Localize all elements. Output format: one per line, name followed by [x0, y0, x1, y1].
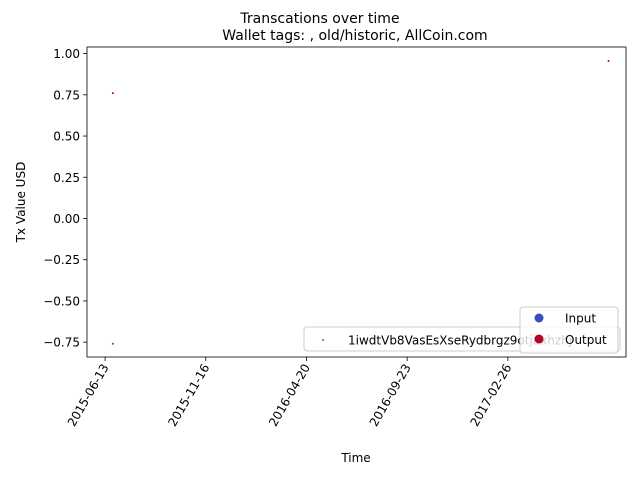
chart-suptitle: Transcations over time: [239, 11, 399, 27]
x-axis-ticks: 2015-06-13 2015-11-16 2016-04-20 2016-09-23…: [65, 357, 514, 429]
legend-io: Input Output: [519, 306, 619, 354]
data-point-output: [607, 60, 610, 63]
y-tick-label: −0.50: [43, 294, 80, 308]
y-tick-label: 0.75: [53, 88, 80, 102]
y-tick-label: −0.25: [43, 253, 80, 267]
data-point-output: [111, 92, 114, 95]
chart-title: Wallet tags: , old/historic, AllCoin.com: [222, 28, 487, 44]
y-tick-label: −0.75: [43, 336, 80, 350]
legend-address-label: 1iwdtVb8VasEsXseRydbrgz9otjaxhzhj: [348, 334, 572, 348]
plot-area-frame: [86, 46, 627, 358]
legend-output-label: Output: [565, 333, 607, 347]
data-points: [111, 60, 610, 345]
x-axis-label: Time: [340, 451, 370, 465]
legend-io-box: [519, 306, 619, 354]
x-tick-label: 2016-04-20: [266, 362, 313, 429]
x-tick-label: 2015-06-13: [65, 362, 112, 429]
data-point-input: [111, 342, 114, 345]
y-tick-label: 1.00: [53, 47, 80, 61]
x-tick-label: 2016-09-23: [367, 362, 414, 429]
x-tick-label: 2017-02-26: [467, 361, 514, 428]
legend-input-marker: [534, 313, 544, 323]
y-axis-ticks: 1.00 0.75 0.50 0.25 0.00 −0.25 −0.50 −0.75: [43, 47, 87, 350]
y-tick-label: 0.00: [53, 212, 80, 226]
y-tick-label: 0.25: [53, 171, 80, 185]
x-tick-label: 2015-11-16: [165, 362, 212, 429]
legend-input-label: Input: [565, 312, 596, 326]
y-axis-label: Tx Value USD: [14, 162, 28, 244]
y-tick-label: 0.50: [53, 130, 80, 144]
legend-output-marker: [534, 334, 544, 344]
legend-address-marker: [322, 339, 324, 341]
